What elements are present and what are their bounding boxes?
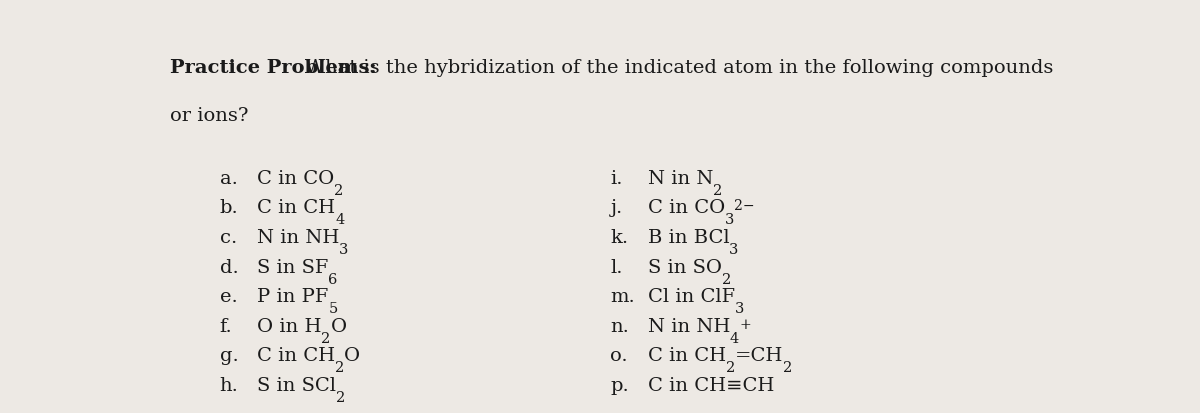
Text: i.: i. <box>611 169 623 187</box>
Text: 2: 2 <box>322 331 331 345</box>
Text: d.: d. <box>220 258 239 276</box>
Text: =CH: =CH <box>734 347 784 365</box>
Text: 3: 3 <box>340 242 349 256</box>
Text: Cl in ClF: Cl in ClF <box>648 287 734 306</box>
Text: O in H: O in H <box>257 317 322 335</box>
Text: j.: j. <box>611 199 623 217</box>
Text: O: O <box>331 317 347 335</box>
Text: 2: 2 <box>334 183 343 197</box>
Text: n.: n. <box>611 317 629 335</box>
Text: c.: c. <box>220 228 238 246</box>
Text: C in CH≡CH: C in CH≡CH <box>648 376 774 394</box>
Text: O: O <box>344 347 360 365</box>
Text: C in CO: C in CO <box>257 169 334 187</box>
Text: e.: e. <box>220 287 238 306</box>
Text: 6: 6 <box>329 272 337 286</box>
Text: C in CH: C in CH <box>648 347 726 365</box>
Text: o.: o. <box>611 347 628 365</box>
Text: Practice Problems:: Practice Problems: <box>170 59 377 77</box>
Text: +: + <box>739 317 751 331</box>
Text: 2: 2 <box>726 361 734 375</box>
Text: k.: k. <box>611 228 629 246</box>
Text: 4: 4 <box>335 213 344 227</box>
Text: 4: 4 <box>730 331 739 345</box>
Text: f.: f. <box>220 317 233 335</box>
Text: S in SCl: S in SCl <box>257 376 336 394</box>
Text: h.: h. <box>220 376 239 394</box>
Text: C in CO: C in CO <box>648 199 725 217</box>
Text: 2: 2 <box>335 361 344 375</box>
Text: p.: p. <box>611 376 629 394</box>
Text: 5: 5 <box>329 301 337 316</box>
Text: or ions?: or ions? <box>170 107 248 125</box>
Text: b.: b. <box>220 199 239 217</box>
Text: 2: 2 <box>721 272 731 286</box>
Text: 3: 3 <box>734 301 744 316</box>
Text: 2: 2 <box>336 390 346 404</box>
Text: S in SF: S in SF <box>257 258 329 276</box>
Text: N in NH: N in NH <box>648 317 730 335</box>
Text: m.: m. <box>611 287 635 306</box>
Text: S in SO: S in SO <box>648 258 721 276</box>
Text: 2: 2 <box>713 183 722 197</box>
Text: C in CH: C in CH <box>257 199 335 217</box>
Text: l.: l. <box>611 258 623 276</box>
Text: 2−: 2− <box>734 199 755 213</box>
Text: B in BCl: B in BCl <box>648 228 730 246</box>
Text: 3: 3 <box>725 213 734 227</box>
Text: N in NH: N in NH <box>257 228 340 246</box>
Text: g.: g. <box>220 347 239 365</box>
Text: C in CH: C in CH <box>257 347 335 365</box>
Text: N in N: N in N <box>648 169 713 187</box>
Text: P in PF: P in PF <box>257 287 329 306</box>
Text: 3: 3 <box>730 242 738 256</box>
Text: What is the hybridization of the indicated atom in the following compounds: What is the hybridization of the indicat… <box>305 59 1054 77</box>
Text: 2: 2 <box>784 361 792 375</box>
Text: a.: a. <box>220 169 238 187</box>
